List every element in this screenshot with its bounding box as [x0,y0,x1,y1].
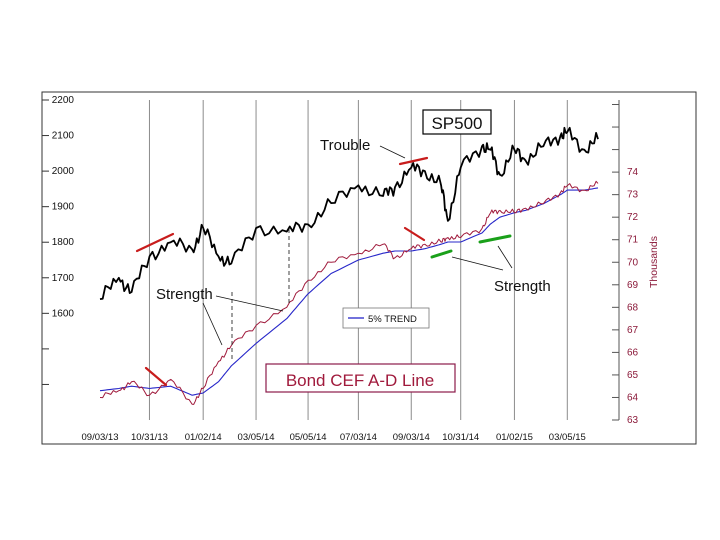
y2-tick-label: 64 [627,392,639,403]
chart-title: SP500 [431,114,482,133]
y2-tick-label: 70 [627,257,639,268]
y2-tick-label: 67 [627,325,639,336]
y2-tick-label: 73 [627,190,639,201]
annotation-lines [202,145,513,360]
x-tick-label: 10/31/14 [442,432,479,443]
strength-mark-2 [478,234,512,244]
left-tick-layer: 1600 1700 1800 1900 2000 2100 2200 [42,95,75,385]
annotation-strength-right: Strength [494,278,551,295]
x-tick-layer: 09/03/13 10/31/13 01/02/14 03/05/14 05/05/14… [82,432,586,443]
y2-tick-label: 63 [627,415,639,426]
y-tick-label: 1700 [52,273,75,284]
legend-label: 5% TREND [368,314,417,325]
x-tick-label: 03/05/15 [549,432,586,443]
x-tick-label: 01/02/14 [185,432,222,443]
y-tick-label: 2000 [52,166,75,177]
legend-box [342,307,430,329]
trouble-marks [135,156,429,387]
series-line-sp500 [99,126,599,300]
title-box [422,109,492,135]
right-axis-label: Thousands [648,236,660,288]
trouble-mark-3 [398,156,429,166]
y-tick-label: 1600 [52,308,75,319]
annotation-strength-left: Strength [156,286,213,303]
y2-tick-label: 74 [627,167,639,178]
chart-subtitle: Bond CEF A-D Line [286,371,434,390]
trouble-mark-2 [144,366,168,387]
y-tick-label: 1900 [52,202,75,213]
x-tick-label: 01/02/15 [496,432,533,443]
y2-tick-label: 71 [627,235,639,246]
right-tick-layer: 63 64 65 66 67 68 69 70 71 72 73 74 [612,104,639,426]
y2-tick-label: 66 [627,347,639,358]
y-tick-label: 2100 [52,131,75,142]
strength-marks [430,234,512,259]
y-tick-label: 1800 [52,237,75,248]
series-line-bond-cef-a-d-line [99,180,599,405]
trouble-mark-1 [135,232,175,253]
trouble-mark-4 [403,226,426,242]
x-tick-label: 09/03/14 [393,432,430,443]
y2-tick-label: 72 [627,212,639,223]
x-tick-label: 05/05/14 [290,432,327,443]
x-tick-label: 10/31/13 [131,432,168,443]
x-tick-label: 07/03/14 [340,432,377,443]
series-line-5-trend [99,187,599,396]
x-tick-label: 03/05/14 [238,432,275,443]
y2-tick-label: 69 [627,280,639,291]
subtitle-box [265,363,456,393]
y2-tick-label: 65 [627,370,639,381]
x-tick-label: 09/03/13 [82,432,119,443]
y2-tick-label: 68 [627,302,639,313]
strength-mark-1 [430,249,453,259]
y-tick-label: 2200 [52,95,75,106]
annotation-trouble: Trouble [320,137,370,154]
series-layer [99,126,599,405]
